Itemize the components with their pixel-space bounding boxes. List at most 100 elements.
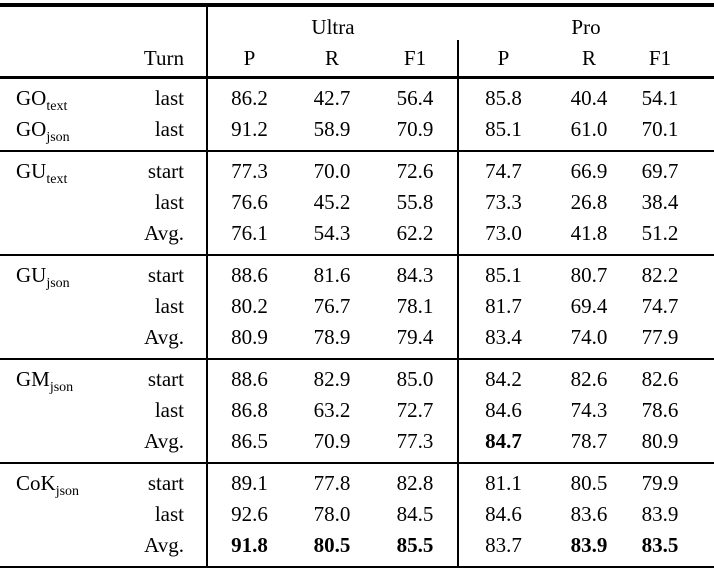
- row-label: GMjson: [0, 359, 135, 395]
- header-empty-cell: [0, 5, 207, 40]
- turn-cell: last: [154, 294, 184, 318]
- metric-value: 81.7: [457, 291, 548, 322]
- row-label-base: GU: [16, 159, 47, 183]
- metric-value: 86.2: [206, 77, 291, 114]
- table-row: GOjson last 91.2 58.9 70.9 85.1 61.0 70.1: [0, 114, 714, 151]
- table-section: GMjson start 88.6 82.9 85.0 84.2 82.6 82.6 last 8…: [0, 359, 714, 463]
- table-section: GOtext last 86.2 42.7 56.4 85.8 40.4 54.1 GOjson…: [0, 77, 714, 151]
- row-label: [0, 499, 135, 530]
- metric-value: 73.0: [457, 218, 548, 255]
- table-row: last 76.6 45.2 55.8 73.3 26.8 38.4: [0, 187, 714, 218]
- metric-value: 85.5: [396, 533, 434, 557]
- column-header-ultra-p: P: [206, 40, 291, 78]
- metric-value: 26.8: [570, 190, 608, 214]
- table-section: GUtext start 77.3 70.0 72.6 74.7 66.9 69.7 last 7…: [0, 151, 714, 255]
- row-label-subscript: text: [46, 172, 68, 188]
- metric-value: 77.8: [313, 471, 351, 495]
- metric-value: 72.7: [396, 398, 434, 422]
- metric-value: 80.7: [570, 263, 608, 287]
- turn-cell: Avg.: [144, 325, 184, 349]
- metric-value: 66.9: [570, 159, 608, 183]
- header-empty-cell: [0, 40, 135, 78]
- header-group-row: Ultra Pro: [0, 5, 714, 40]
- table-row: GOtext last 86.2 42.7 56.4 85.8 40.4 54.1: [0, 77, 714, 115]
- metric-value: 54.1: [641, 86, 679, 110]
- row-label-subscript: json: [49, 380, 74, 396]
- metric-value: 84.2: [457, 359, 548, 395]
- metric-value: 88.6: [206, 359, 291, 395]
- row-label: [0, 187, 135, 218]
- header-metrics-row: Turn P R F1 P R F1: [0, 40, 714, 78]
- row-label: [0, 322, 135, 359]
- row-label: [0, 218, 135, 255]
- turn-cell: Avg.: [144, 533, 184, 557]
- table-row: Avg. 91.8 80.5 85.5 83.7 83.9 83.5: [0, 530, 714, 568]
- row-label-subscript: json: [46, 276, 70, 292]
- metric-value: 76.6: [206, 187, 291, 218]
- table-row: CoKjson start 89.1 77.8 82.8 81.1 80.5 79.9: [0, 463, 714, 499]
- metric-value: 91.8: [206, 530, 291, 568]
- turn-cell: last: [154, 117, 184, 141]
- metric-value: 84.6: [457, 499, 548, 530]
- metric-value: 80.5: [570, 471, 608, 495]
- metric-value: 70.9: [313, 429, 351, 453]
- turn-cell: start: [147, 159, 184, 183]
- turn-cell: start: [147, 263, 184, 287]
- metric-value: 80.9: [206, 322, 291, 359]
- metric-value: 69.4: [570, 294, 608, 318]
- metric-value: 74.0: [570, 325, 608, 349]
- column-header-pro-f1: F1: [648, 45, 672, 70]
- metric-value: 74.7: [457, 151, 548, 187]
- metric-value: 85.1: [457, 255, 548, 291]
- metric-value: 72.6: [396, 159, 434, 183]
- metric-value: 82.2: [641, 263, 679, 287]
- row-label-subscript: json: [55, 484, 80, 500]
- metric-value: 70.1: [641, 117, 679, 141]
- metric-value: 78.9: [313, 325, 351, 349]
- metric-value: 82.6: [641, 367, 679, 391]
- row-label-base: GO: [16, 117, 47, 141]
- turn-cell: Avg.: [144, 221, 184, 245]
- row-label: CoKjson: [0, 463, 135, 499]
- metric-value: 82.8: [396, 471, 434, 495]
- column-group-ultra: Ultra: [206, 5, 458, 40]
- metric-value: 84.5: [396, 502, 434, 526]
- metric-value: 86.5: [206, 426, 291, 463]
- metric-value: 92.6: [206, 499, 291, 530]
- table-row: last 92.6 78.0 84.5 84.6 83.6 83.9: [0, 499, 714, 530]
- metric-value: 77.9: [641, 325, 679, 349]
- row-label-base: GO: [16, 86, 47, 110]
- metric-value: 80.9: [641, 429, 679, 453]
- metric-value: 83.7: [457, 530, 548, 568]
- column-header-turn: Turn: [143, 45, 184, 70]
- metric-value: 63.2: [313, 398, 351, 422]
- table-row: Avg. 80.9 78.9 79.4 83.4 74.0 77.9: [0, 322, 714, 359]
- turn-cell: Avg.: [144, 429, 184, 453]
- metric-value: 83.9: [641, 502, 679, 526]
- metric-value: 88.6: [206, 255, 291, 291]
- metric-value: 85.8: [457, 77, 548, 114]
- metric-value: 83.6: [570, 502, 608, 526]
- row-label: [0, 395, 135, 426]
- metric-value: 85.0: [396, 367, 434, 391]
- row-label: [0, 530, 135, 568]
- metric-value: 58.9: [313, 117, 351, 141]
- metric-value: 81.6: [313, 263, 351, 287]
- metric-value: 82.6: [570, 367, 608, 391]
- metric-value: 77.3: [396, 429, 434, 453]
- metric-value: 41.8: [570, 221, 608, 245]
- column-group-pro: Pro: [571, 15, 601, 39]
- row-label: [0, 291, 135, 322]
- metric-value: 80.2: [206, 291, 291, 322]
- metric-value: 38.4: [641, 190, 679, 214]
- metric-value: 76.7: [313, 294, 351, 318]
- table-row: GUtext start 77.3 70.0 72.6 74.7 66.9 69.7: [0, 151, 714, 187]
- row-label: GOjson: [0, 114, 135, 151]
- metric-value: 78.1: [396, 294, 434, 318]
- row-label-subscript: text: [46, 99, 68, 115]
- metric-value: 85.1: [457, 114, 548, 151]
- metric-value: 78.7: [570, 429, 608, 453]
- metric-value: 40.4: [570, 86, 608, 110]
- metric-value: 54.3: [313, 221, 351, 245]
